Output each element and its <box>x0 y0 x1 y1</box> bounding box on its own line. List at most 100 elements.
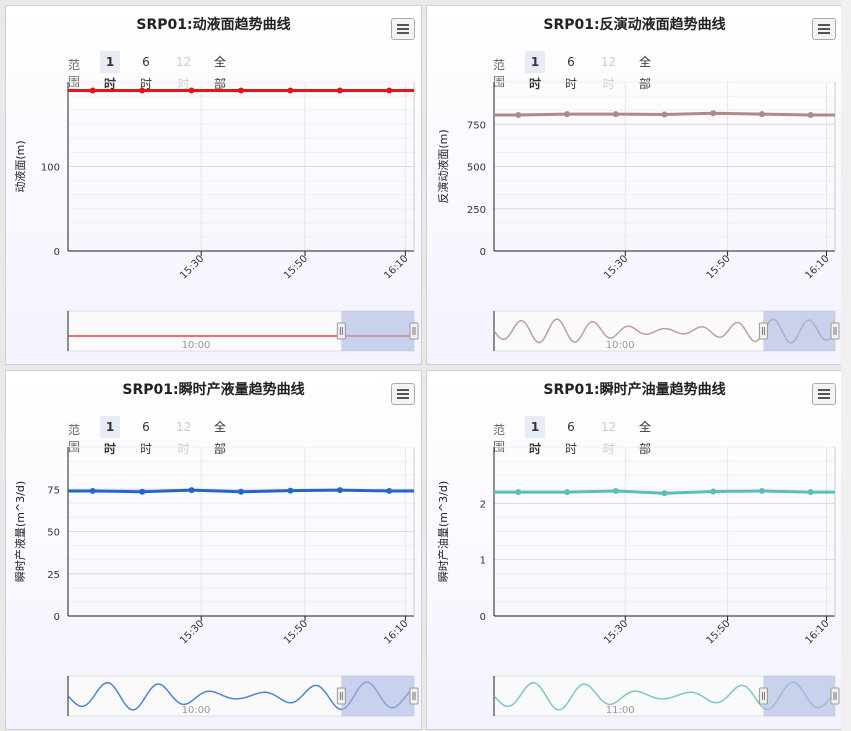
data-point[interactable] <box>807 111 814 118</box>
range-button-2[interactable]: 12时 <box>601 420 617 456</box>
range-button-3[interactable]: 全部 <box>639 55 652 91</box>
data-point[interactable] <box>807 489 814 496</box>
data-point[interactable] <box>758 487 765 494</box>
hamburger-menu-icon[interactable] <box>812 383 836 405</box>
navigator-handle-right[interactable] <box>409 322 419 340</box>
page-scrollbar[interactable] <box>841 0 851 731</box>
navigator-handle-left[interactable] <box>336 687 346 705</box>
data-point[interactable] <box>238 87 244 94</box>
x-tick-label: 16:10 <box>803 618 831 646</box>
range-button-2[interactable]: 12时 <box>601 55 617 91</box>
navigator-time-label: 10:00 <box>182 340 211 351</box>
data-point[interactable] <box>386 87 393 94</box>
data-point[interactable] <box>336 87 343 94</box>
y-axis-title: 瞬时产油量(m^3/d) <box>436 481 450 582</box>
range-button-1[interactable]: 6时 <box>565 55 578 91</box>
data-point[interactable] <box>564 111 571 118</box>
data-point[interactable] <box>287 487 294 494</box>
x-tick-label: 15:30 <box>602 618 630 646</box>
data-point[interactable] <box>336 487 343 494</box>
navigator-handle-left[interactable] <box>758 322 768 340</box>
data-point[interactable] <box>89 87 96 94</box>
y-tick-label: 75 <box>47 485 60 496</box>
x-tick-label: 15:50 <box>282 618 310 646</box>
navigator-handle-left[interactable] <box>758 687 768 705</box>
range-button-1[interactable]: 6时 <box>140 55 153 91</box>
data-point[interactable] <box>287 87 294 94</box>
range-label: 范围 <box>68 58 81 89</box>
hamburger-menu-icon[interactable] <box>391 18 415 40</box>
navigator-handle-right[interactable] <box>830 322 840 340</box>
data-point[interactable] <box>515 111 522 118</box>
navigator-time-label: 10:00 <box>182 705 211 716</box>
y-tick-label: 0 <box>54 247 60 258</box>
y-tick-label: 0 <box>480 247 486 258</box>
data-point[interactable] <box>710 110 717 117</box>
x-tick-label: 16:10 <box>382 618 410 646</box>
y-tick-label: 25 <box>47 570 60 581</box>
y-tick-label: 50 <box>47 528 60 539</box>
y-axis-title: 动液面(m) <box>13 140 27 192</box>
navigator-handle-left[interactable] <box>336 322 346 340</box>
y-tick-label: 750 <box>467 120 486 131</box>
chart-panel-1: SRP01:动液面趋势曲线 范围 1时 6时 12时 全部 0 100 15:30 15:50 16… <box>5 5 422 365</box>
range-button-3[interactable]: 全部 <box>214 420 227 456</box>
chart-panel-3: SRP01:瞬时产液量趋势曲线 范围 1时 6时 12时 全部 0 25 50 75 15:30 15… <box>5 370 422 730</box>
x-tick-label: 15:50 <box>705 618 733 646</box>
data-point[interactable] <box>188 487 195 494</box>
y-tick-label: 100 <box>41 163 60 174</box>
range-button-2[interactable]: 12时 <box>176 420 192 456</box>
y-tick-label: 2 <box>480 499 486 510</box>
data-point[interactable] <box>758 111 765 118</box>
data-point[interactable] <box>139 488 146 495</box>
range-button-3[interactable]: 全部 <box>639 420 652 456</box>
range-button-0[interactable]: 1时 <box>525 416 545 456</box>
data-point[interactable] <box>661 490 668 497</box>
range-button-3[interactable]: 全部 <box>214 55 227 91</box>
x-tick-label: 16:10 <box>803 253 831 281</box>
hamburger-menu-icon[interactable] <box>391 383 415 405</box>
navigator-selection[interactable] <box>341 311 414 351</box>
data-point[interactable] <box>612 111 619 118</box>
navigator-time-label: 11:00 <box>606 705 635 716</box>
y-tick-label: 0 <box>480 612 486 623</box>
data-point[interactable] <box>386 487 393 494</box>
data-point[interactable] <box>612 487 619 494</box>
navigator-time-label: 10:00 <box>606 340 635 351</box>
range-button-0[interactable]: 1时 <box>525 51 545 91</box>
data-point[interactable] <box>661 111 668 118</box>
data-point[interactable] <box>89 487 96 494</box>
chart-panel-2: SRP01:反演动液面趋势曲线 范围 1时 6时 12时 全部 0 250 500 750 15:3… <box>426 5 843 365</box>
x-tick-label: 16:10 <box>382 253 410 281</box>
x-tick-label: 15:50 <box>705 253 733 281</box>
range-button-2[interactable]: 12时 <box>176 55 192 91</box>
data-point[interactable] <box>515 489 522 496</box>
range-button-0[interactable]: 1时 <box>100 51 120 91</box>
y-tick-label: 0 <box>54 612 60 623</box>
hamburger-menu-icon[interactable] <box>812 18 836 40</box>
data-point[interactable] <box>188 87 195 94</box>
chart-title: SRP01:瞬时产油量趋势曲线 <box>543 382 726 398</box>
y-axis-title: 反演动液面(m) <box>436 129 450 203</box>
data-point[interactable] <box>710 488 717 495</box>
chart-panel-4: SRP01:瞬时产油量趋势曲线 范围 1时 6时 12时 全部 0 1 2 15:30 15:50 1… <box>426 370 843 730</box>
data-point[interactable] <box>238 488 244 495</box>
range-button-1[interactable]: 6时 <box>565 420 578 456</box>
chart-title: SRP01:反演动液面趋势曲线 <box>543 17 726 33</box>
y-tick-label: 500 <box>467 163 486 174</box>
navigator-handle-right[interactable] <box>409 687 419 705</box>
x-tick-label: 15:50 <box>282 253 310 281</box>
navigator-handle-right[interactable] <box>830 687 840 705</box>
chart-svg: 0 1 2 15:30 15:50 16:10 瞬时产油量(m^3/d) 11:00 <box>436 446 840 717</box>
data-point[interactable] <box>139 87 146 94</box>
chart-title: SRP01:瞬时产液量趋势曲线 <box>122 382 305 398</box>
navigator-selection[interactable] <box>763 676 835 716</box>
range-button-1[interactable]: 6时 <box>140 420 153 456</box>
navigator-selection[interactable] <box>341 676 414 716</box>
range-button-0[interactable]: 1时 <box>100 416 120 456</box>
x-tick-label: 15:30 <box>178 618 206 646</box>
y-axis-title: 瞬时产液量(m^3/d) <box>13 481 27 582</box>
x-tick-label: 15:30 <box>602 253 630 281</box>
data-point[interactable] <box>564 489 571 496</box>
navigator-selection[interactable] <box>763 311 835 351</box>
